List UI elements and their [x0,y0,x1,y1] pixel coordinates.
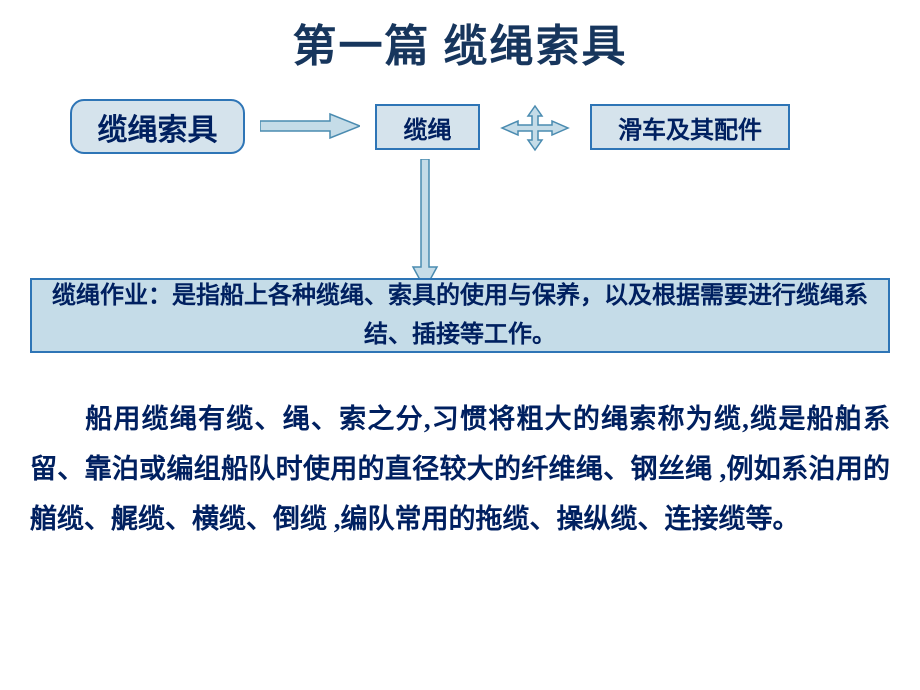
arrow-down-icon [410,159,440,289]
arrow-right-icon [260,111,360,141]
arrow-fourway-icon [500,104,570,152]
diagram-row: 缆绳索具 缆绳 滑车及其配件 [0,99,920,189]
description-box: 缆绳作业：是指船上各种缆绳、索具的使用与保养，以及根据需要进行缆绳系结、插接等工… [30,278,890,353]
node-root: 缆绳索具 [70,99,245,154]
node-mid-label: 缆绳 [404,110,452,145]
node-root-label: 缆绳索具 [98,105,218,149]
node-mid: 缆绳 [375,104,480,150]
page-title: 第一篇 缆绳索具 [0,0,920,74]
node-right-label: 滑车及其配件 [618,110,762,145]
body-paragraph: 船用缆绳有缆、绳、索之分,习惯将粗大的绳索称为缆,缆是船舶系留、靠泊或编组船队时… [0,395,920,545]
description-text: 缆绳作业：是指船上各种缆绳、索具的使用与保养，以及根据需要进行缆绳系结、插接等工… [52,277,868,354]
paragraph-text: 船用缆绳有缆、绳、索之分,习惯将粗大的绳索称为缆,缆是船舶系留、靠泊或编组船队时… [30,404,890,534]
node-right: 滑车及其配件 [590,104,790,150]
